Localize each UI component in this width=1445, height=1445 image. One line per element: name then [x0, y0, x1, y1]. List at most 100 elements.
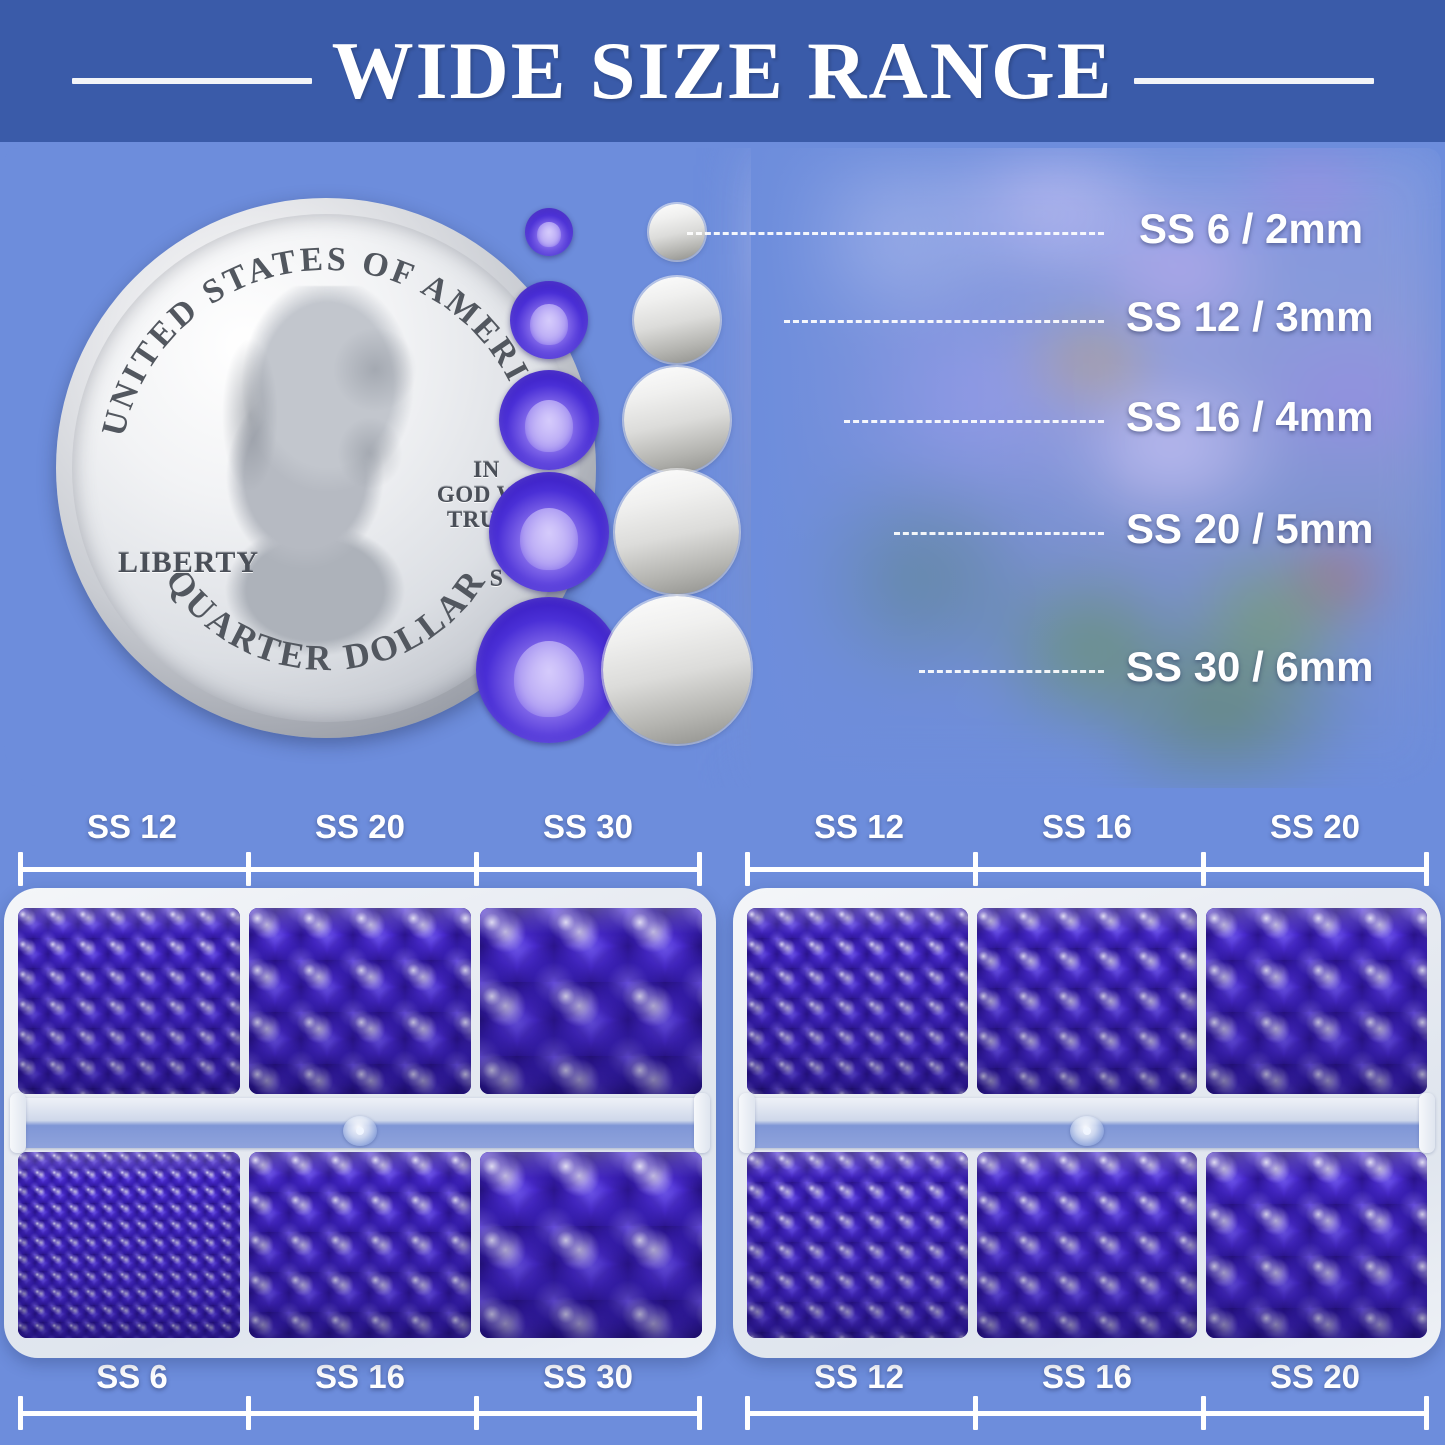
compartment-top-3-s30[interactable] [480, 908, 702, 1094]
rhinestone-fill-s12 [747, 1152, 968, 1338]
ruler-tick [474, 852, 479, 886]
ruler-label: SS 12 [814, 1358, 904, 1395]
rhinestone-flatback-ss30 [603, 596, 751, 744]
gem-size-row-ss12: SS 12 / 3mm [4, 148, 1441, 788]
gem-size-row-ss6: SS 6 / 2mm [4, 148, 1441, 788]
rhinestone-gem-ss30 [476, 597, 622, 743]
ruler-tick [474, 1396, 479, 1430]
storage-box-left[interactable] [4, 888, 716, 1358]
ruler-tick [973, 1396, 978, 1430]
compartment-bottom-3-s20[interactable] [1206, 1152, 1427, 1338]
box-interior [739, 902, 1435, 1344]
rhinestone-flatback-ss16 [624, 367, 730, 473]
rhinestone-fill-s20 [249, 908, 471, 1094]
leader-line-ss20 [894, 532, 1104, 535]
rhinestone-fill-s30 [480, 908, 702, 1094]
compartment-bottom-3-s30[interactable] [480, 1152, 702, 1338]
header-banner: WIDE SIZE RANGE [0, 0, 1445, 142]
compartment-bottom-2-s16[interactable] [976, 1152, 1198, 1338]
box-side-clip-right [694, 1093, 710, 1153]
compartment-bottom-1-s6[interactable] [18, 1152, 240, 1338]
compartment-bottom-1-s12[interactable] [747, 1152, 968, 1338]
washington-bust-shading [190, 286, 440, 666]
coin-face: UNITED STATES OF AMERICA QUARTER DOLLAR … [72, 214, 580, 722]
size-label-ss30: SS 30 / 6mm [1126, 643, 1374, 690]
ruler-label: SS 30 [543, 1358, 633, 1395]
box-latch-knob[interactable] [343, 1116, 377, 1146]
compartment-top-2-s20[interactable] [249, 908, 471, 1094]
compartment-top-3-s20[interactable] [1206, 908, 1427, 1094]
photo-fade-overlay [751, 148, 1441, 788]
ruler-label: SS 12 [814, 808, 904, 845]
compartment-top-1-s12[interactable] [18, 908, 240, 1094]
gem-size-row-ss20: SS 20 / 5mm [4, 148, 1441, 788]
box-side-clip-left [10, 1093, 26, 1153]
ruler-label: SS 20 [1270, 1358, 1360, 1395]
page-title: WIDE SIZE RANGE [331, 25, 1114, 116]
size-label-ss16: SS 16 / 4mm [1126, 393, 1374, 440]
rhinestone-fill-s20 [1206, 1152, 1427, 1338]
ruler-storage-box-left-top [18, 852, 702, 886]
ruler-storage-box-right-bottom [745, 1396, 1429, 1430]
rhinestone-fill-s30 [480, 1152, 702, 1338]
ruler-label: SS 20 [1270, 808, 1360, 845]
ruler-tick [745, 1396, 750, 1430]
ruler-label: SS 30 [543, 808, 633, 845]
coin-mint-mark: S [489, 566, 504, 592]
rhinestone-fill-s20 [1206, 908, 1427, 1094]
rhinestone-fill-s16 [976, 908, 1198, 1094]
decorative-rule-right [1134, 78, 1374, 84]
ruler-label: SS 16 [1042, 808, 1132, 845]
ruler-labels-storage-box-right-bottom: SS 12 SS 16 SS 20 [745, 1358, 1429, 1396]
ruler-label: SS 12 [87, 808, 177, 845]
ruler-tick [745, 852, 750, 886]
storage-box-right[interactable] [733, 888, 1441, 1358]
ruler-label: SS 16 [1042, 1358, 1132, 1395]
ruler-tick [697, 852, 702, 886]
coin-country-arc: UNITED STATES OF AMERICA [95, 241, 554, 440]
compartment-top-2-s16[interactable] [976, 908, 1198, 1094]
ruler-labels-storage-box-left-top: SS 12 SS 20 SS 30 [18, 808, 702, 846]
coin-liberty-text: LIBERTY [118, 546, 259, 579]
coin-motto-line-1: IN [473, 457, 500, 482]
size-label-ss20: SS 20 / 5mm [1126, 505, 1374, 552]
ruler-tick [246, 852, 251, 886]
ruler-bar [745, 867, 1429, 872]
size-label-ss6: SS 6 / 2mm [1139, 205, 1364, 252]
ruler-tick [1424, 852, 1429, 886]
leader-line-ss6 [687, 232, 1104, 235]
leader-line-ss30 [919, 670, 1104, 673]
decorative-rule-left [72, 78, 312, 84]
rhinestone-fill-s12 [747, 908, 968, 1094]
rhinestone-flatback-ss20 [615, 470, 739, 594]
rhinestone-fill-s6 [18, 1152, 240, 1338]
quarter-coin: UNITED STATES OF AMERICA QUARTER DOLLAR … [56, 198, 596, 738]
box-interior [10, 902, 710, 1344]
ruler-storage-box-left-bottom [18, 1396, 702, 1430]
rhinestone-gem-ss20 [489, 472, 609, 592]
ruler-tick [1201, 852, 1206, 886]
box-latch-knob[interactable] [1070, 1116, 1104, 1146]
ruler-tick [973, 852, 978, 886]
ruler-tick [697, 1396, 702, 1430]
compartment-bottom-2-s16[interactable] [249, 1152, 471, 1338]
ruler-label: SS 16 [315, 1358, 405, 1395]
size-label-ss12: SS 12 / 3mm [1126, 293, 1374, 340]
rhinestone-fill-s16 [976, 1152, 1198, 1338]
rhinestone-gem-ss12 [510, 281, 588, 359]
ruler-tick [18, 1396, 23, 1430]
ruler-tick [246, 1396, 251, 1430]
gem-size-row-ss16: SS 16 / 4mm [4, 148, 1441, 788]
compartment-top-1-s12[interactable] [747, 908, 968, 1094]
ruler-labels-storage-box-right-top: SS 12 SS 16 SS 20 [745, 808, 1429, 846]
ruler-tick [18, 852, 23, 886]
rhinestone-fill-s12 [18, 908, 240, 1094]
size-comparison-panel: UNITED STATES OF AMERICA QUARTER DOLLAR … [4, 148, 1441, 788]
rhinestone-flatback-ss12 [634, 277, 720, 363]
box-side-clip-right [1419, 1093, 1435, 1153]
rhinestone-gem-ss6 [525, 208, 573, 256]
rhinestone-fill-s16 [249, 1152, 471, 1338]
ruler-bar [18, 1411, 702, 1416]
ruler-label: SS 20 [315, 808, 405, 845]
ruler-bar [18, 867, 702, 872]
